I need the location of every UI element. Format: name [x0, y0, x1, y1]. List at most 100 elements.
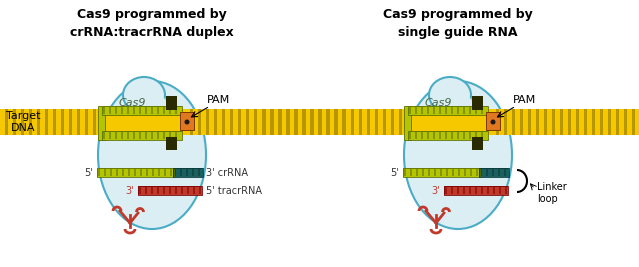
Bar	[116, 169, 118, 176]
Text: 5': 5'	[390, 168, 399, 178]
Bar	[278, 109, 281, 135]
Bar	[187, 187, 189, 194]
Bar	[409, 107, 411, 114]
Bar	[421, 107, 423, 114]
Bar	[37, 109, 40, 135]
Bar	[103, 107, 105, 114]
Bar	[302, 109, 305, 135]
Bar	[133, 107, 135, 114]
Bar	[568, 109, 571, 135]
Bar	[446, 169, 448, 176]
Bar	[21, 109, 24, 135]
Bar	[479, 168, 509, 177]
Bar	[0, 109, 347, 135]
Bar	[192, 169, 194, 176]
Bar	[310, 109, 313, 135]
Bar	[335, 109, 338, 135]
Bar	[61, 109, 64, 135]
Bar	[104, 169, 106, 176]
Bar	[230, 109, 233, 135]
Bar	[475, 187, 477, 194]
Bar	[295, 109, 298, 135]
Bar	[463, 107, 465, 114]
Bar	[139, 132, 141, 139]
Bar	[45, 109, 48, 135]
Bar	[115, 132, 117, 139]
Bar	[175, 132, 177, 139]
Bar	[343, 109, 346, 135]
Bar	[98, 169, 100, 176]
Bar	[138, 186, 202, 195]
Bar	[433, 107, 435, 114]
Bar	[151, 132, 153, 139]
Bar	[427, 132, 429, 139]
Bar	[138, 186, 202, 195]
Bar	[287, 109, 290, 135]
Bar	[139, 187, 141, 194]
Text: Target
DNA: Target DNA	[6, 111, 40, 133]
Bar	[102, 106, 182, 115]
Bar	[481, 107, 483, 114]
Bar	[486, 112, 500, 130]
Bar	[163, 107, 165, 114]
Bar	[457, 187, 459, 194]
Bar	[151, 187, 153, 194]
Bar	[498, 169, 500, 176]
Bar	[496, 109, 499, 135]
Bar	[128, 169, 130, 176]
Bar	[279, 109, 282, 135]
Bar	[238, 109, 241, 135]
Circle shape	[185, 120, 190, 124]
Bar	[271, 109, 274, 135]
Bar	[608, 109, 611, 135]
Bar	[632, 109, 635, 135]
Bar	[122, 169, 124, 176]
Bar	[486, 169, 488, 176]
Bar	[262, 109, 265, 135]
Text: Cas9 programmed by
single guide RNA: Cas9 programmed by single guide RNA	[383, 8, 533, 39]
Bar	[342, 109, 345, 135]
Bar	[169, 107, 171, 114]
Bar	[464, 169, 466, 176]
Bar	[145, 107, 147, 114]
Bar	[263, 109, 639, 135]
Ellipse shape	[404, 81, 512, 229]
Bar	[457, 132, 459, 139]
Bar	[408, 131, 488, 140]
Bar	[415, 132, 417, 139]
Bar	[139, 107, 141, 114]
Bar	[254, 109, 257, 135]
Bar	[439, 132, 441, 139]
Bar	[481, 132, 483, 139]
Bar	[170, 169, 172, 176]
Text: Linker
loop: Linker loop	[537, 182, 567, 204]
Bar	[180, 169, 182, 176]
Bar	[416, 169, 418, 176]
Bar	[158, 169, 160, 176]
Bar	[164, 169, 166, 176]
Bar	[180, 112, 194, 130]
Bar	[359, 109, 362, 135]
Bar	[492, 169, 494, 176]
Bar	[110, 169, 112, 176]
Bar	[146, 169, 148, 176]
Bar	[470, 169, 472, 176]
Bar	[13, 109, 16, 135]
Bar	[480, 169, 482, 176]
Bar	[504, 109, 507, 135]
Text: Cas9: Cas9	[118, 98, 146, 108]
Bar	[375, 109, 378, 135]
Bar	[69, 109, 72, 135]
Bar	[326, 109, 329, 135]
Bar	[445, 132, 447, 139]
Bar	[121, 107, 123, 114]
Bar	[102, 106, 182, 115]
Bar	[270, 109, 273, 135]
Bar	[174, 169, 176, 176]
Bar	[415, 107, 417, 114]
Bar	[127, 107, 129, 114]
Bar	[97, 168, 174, 177]
Bar	[451, 187, 453, 194]
Bar	[311, 109, 314, 135]
Bar	[173, 168, 203, 177]
